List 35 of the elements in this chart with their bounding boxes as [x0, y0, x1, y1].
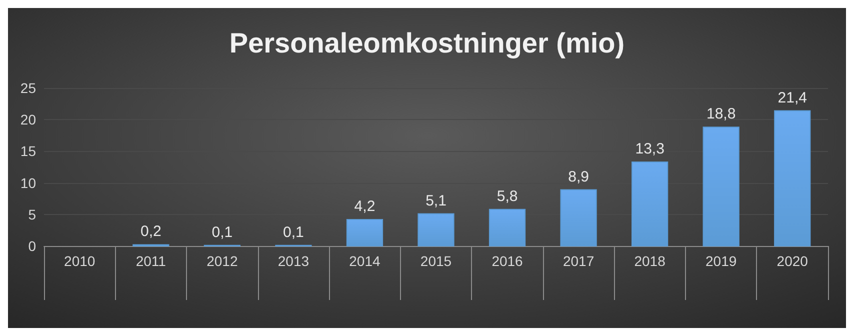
data-label: 21,4	[778, 89, 807, 106]
x-tick-label: 2020	[776, 253, 808, 269]
y-tick-label: 0	[28, 238, 36, 254]
x-tick-label: 2011	[136, 253, 166, 269]
data-label: 5,8	[496, 188, 518, 205]
x-tick-label: 2015	[420, 253, 452, 269]
bar	[560, 189, 597, 246]
x-tick-label: 2016	[492, 253, 524, 269]
bar	[702, 126, 740, 246]
y-tick-label: 25	[20, 80, 36, 96]
data-label: 5,1	[426, 192, 446, 210]
bar	[346, 218, 384, 246]
x-tick-label: 2017	[562, 253, 594, 269]
y-tick-label: 15	[20, 143, 36, 160]
x-tick-label: 2019	[706, 253, 737, 269]
data-label: 8,9	[568, 168, 589, 186]
x-tick-label: 2014	[349, 253, 381, 269]
x-tick-label: 2013	[278, 253, 310, 269]
bar	[632, 161, 668, 246]
bar	[774, 110, 811, 246]
chart-title: Personaleomkostninger (mio)	[229, 28, 625, 58]
y-tick-label: 5	[28, 206, 36, 222]
y-tick-label: 20	[20, 112, 36, 128]
data-label: 13,3	[635, 140, 664, 158]
y-tick-label: 10	[20, 174, 36, 191]
bar	[418, 213, 454, 246]
data-label: 0,1	[212, 224, 233, 241]
data-label: 18,8	[706, 106, 736, 123]
x-tick-label: 2018	[634, 253, 666, 269]
data-label: 0,2	[140, 223, 162, 240]
x-tick-label: 2010	[64, 253, 96, 269]
data-label: 0,1	[283, 224, 304, 241]
x-tick-label: 2012	[206, 253, 238, 269]
bar	[488, 208, 526, 246]
data-label: 4,2	[354, 198, 376, 215]
